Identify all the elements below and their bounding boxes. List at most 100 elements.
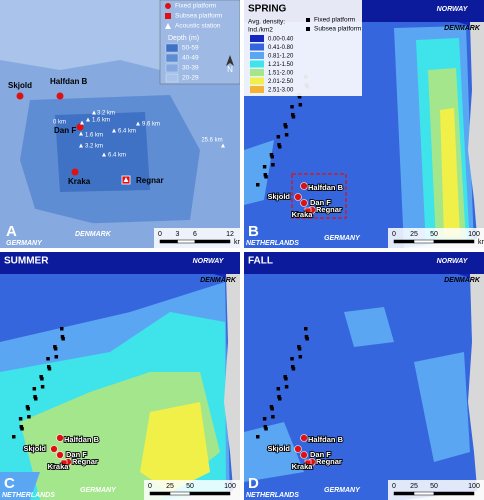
country-label: DENMARK	[444, 277, 481, 284]
platform-symbol	[270, 155, 274, 159]
fixed-platform	[56, 92, 64, 100]
land	[468, 274, 484, 500]
subsea-platform	[60, 459, 68, 467]
acoustic-station	[123, 177, 129, 182]
density-area	[0, 472, 40, 500]
platform-symbol	[297, 347, 302, 351]
platform-symbol	[270, 407, 274, 411]
platform-label: Regnar	[316, 457, 342, 466]
depth-area	[0, 0, 160, 70]
legend-label: 20-29	[182, 75, 199, 82]
scale-label: 6	[193, 231, 197, 238]
scale-segment	[177, 239, 196, 244]
scale-segment	[149, 491, 171, 496]
country-label: NORWAY	[437, 6, 469, 13]
platform-label: Regnar	[136, 176, 164, 185]
platform-symbol	[34, 397, 38, 401]
scale-label: 0	[148, 483, 152, 490]
fixed-platform	[300, 199, 308, 207]
platform-symbol	[60, 327, 64, 331]
legend-label: Subsea platform	[314, 26, 361, 33]
scale-segment	[413, 491, 435, 496]
platform-label: Kraka	[68, 177, 91, 186]
platform-symbol	[284, 385, 289, 389]
platform-symbol	[27, 415, 31, 419]
acoustic-station	[79, 143, 83, 148]
platform-symbol	[277, 143, 281, 147]
platform-symbol	[298, 355, 303, 359]
platform-symbol	[291, 115, 296, 119]
distance-label: 3.2 km	[85, 144, 103, 150]
north-arrow: N	[227, 65, 233, 74]
fixed-platform	[300, 451, 308, 459]
fixed-platform	[56, 451, 64, 459]
platform-symbol	[40, 385, 45, 389]
acoustic-station	[86, 117, 90, 122]
country-label: DENMARK	[444, 25, 481, 32]
platform-label: Dan F	[310, 450, 331, 459]
top-strip	[0, 252, 240, 274]
platform-symbol	[290, 357, 294, 361]
platform-symbol	[276, 135, 281, 139]
platform-symbol	[256, 435, 260, 439]
legend-swatch	[165, 63, 179, 73]
platform-symbol	[25, 405, 30, 409]
legend-swatch	[250, 43, 264, 51]
legend-title: Depth (m)	[168, 35, 199, 42]
legend-fixed-symbol	[306, 18, 310, 22]
country-label: NETHERLANDS	[2, 492, 55, 499]
acoustic-station	[112, 128, 116, 133]
platform-symbol	[39, 375, 43, 379]
legend-label: Fixed platform	[175, 3, 216, 10]
platform-symbol	[12, 435, 16, 439]
distance-label: 1.6 km	[85, 133, 103, 139]
platform-symbol	[304, 327, 308, 331]
country-label: DENMARK	[75, 231, 112, 238]
legend-label: 1.21-1.50	[268, 62, 294, 68]
legend-label: 0.00-0.40	[268, 37, 294, 43]
platform-symbol	[291, 113, 295, 117]
platform-label: Regnar	[72, 457, 98, 466]
panel-c: SUMMER NORWAY DENMARK NETHERLANDS GERMANY Hal…	[0, 252, 240, 500]
legend-label: 50-59	[182, 45, 199, 52]
platform-symbol	[264, 427, 268, 431]
distance-label: 6.4 km	[118, 129, 136, 135]
scale-segment	[159, 239, 178, 244]
platform-symbol	[277, 395, 281, 399]
legend-swatch	[250, 86, 264, 93]
platform-symbol	[26, 407, 30, 411]
legend-subsea-symbol	[165, 13, 171, 19]
scale-label: 0	[392, 483, 396, 490]
country-label: NETHERLANDS	[246, 492, 299, 499]
acoustic-station	[221, 143, 225, 148]
platform-label: Skjold	[23, 444, 46, 453]
scale-segment	[194, 239, 231, 244]
scale-segment	[413, 239, 435, 244]
fixed-platform	[56, 434, 64, 442]
legend-label: 0.81-1.20	[268, 54, 294, 60]
acoustic-station	[92, 110, 96, 115]
season-title: SUMMER	[4, 256, 49, 267]
scale-label: 25	[410, 483, 418, 490]
legend-label: 30-39	[182, 65, 199, 72]
fixed-platform	[76, 123, 84, 131]
scale-label: 100	[468, 483, 480, 490]
scale-label: 25	[166, 483, 174, 490]
platform-label: Skjold	[267, 444, 290, 453]
season-title: FALL	[248, 256, 273, 267]
distance-label: 3.2 km	[97, 111, 115, 117]
distance-label: 0 km	[53, 120, 66, 126]
country-label: NORWAY	[437, 258, 469, 265]
panel-a: Fixed platform Subsea platform Acoustic st…	[0, 0, 240, 248]
scale-segment	[433, 491, 475, 496]
fixed-platform	[294, 445, 302, 453]
scale-label: 100	[224, 483, 236, 490]
platform-symbol	[20, 427, 24, 431]
platform-symbol	[264, 175, 268, 179]
platform-symbol	[278, 397, 282, 401]
legend-acoustic-symbol	[165, 23, 171, 29]
land	[224, 274, 240, 500]
acoustic-station	[80, 120, 84, 125]
platform-label: Halfdan B	[308, 183, 344, 192]
